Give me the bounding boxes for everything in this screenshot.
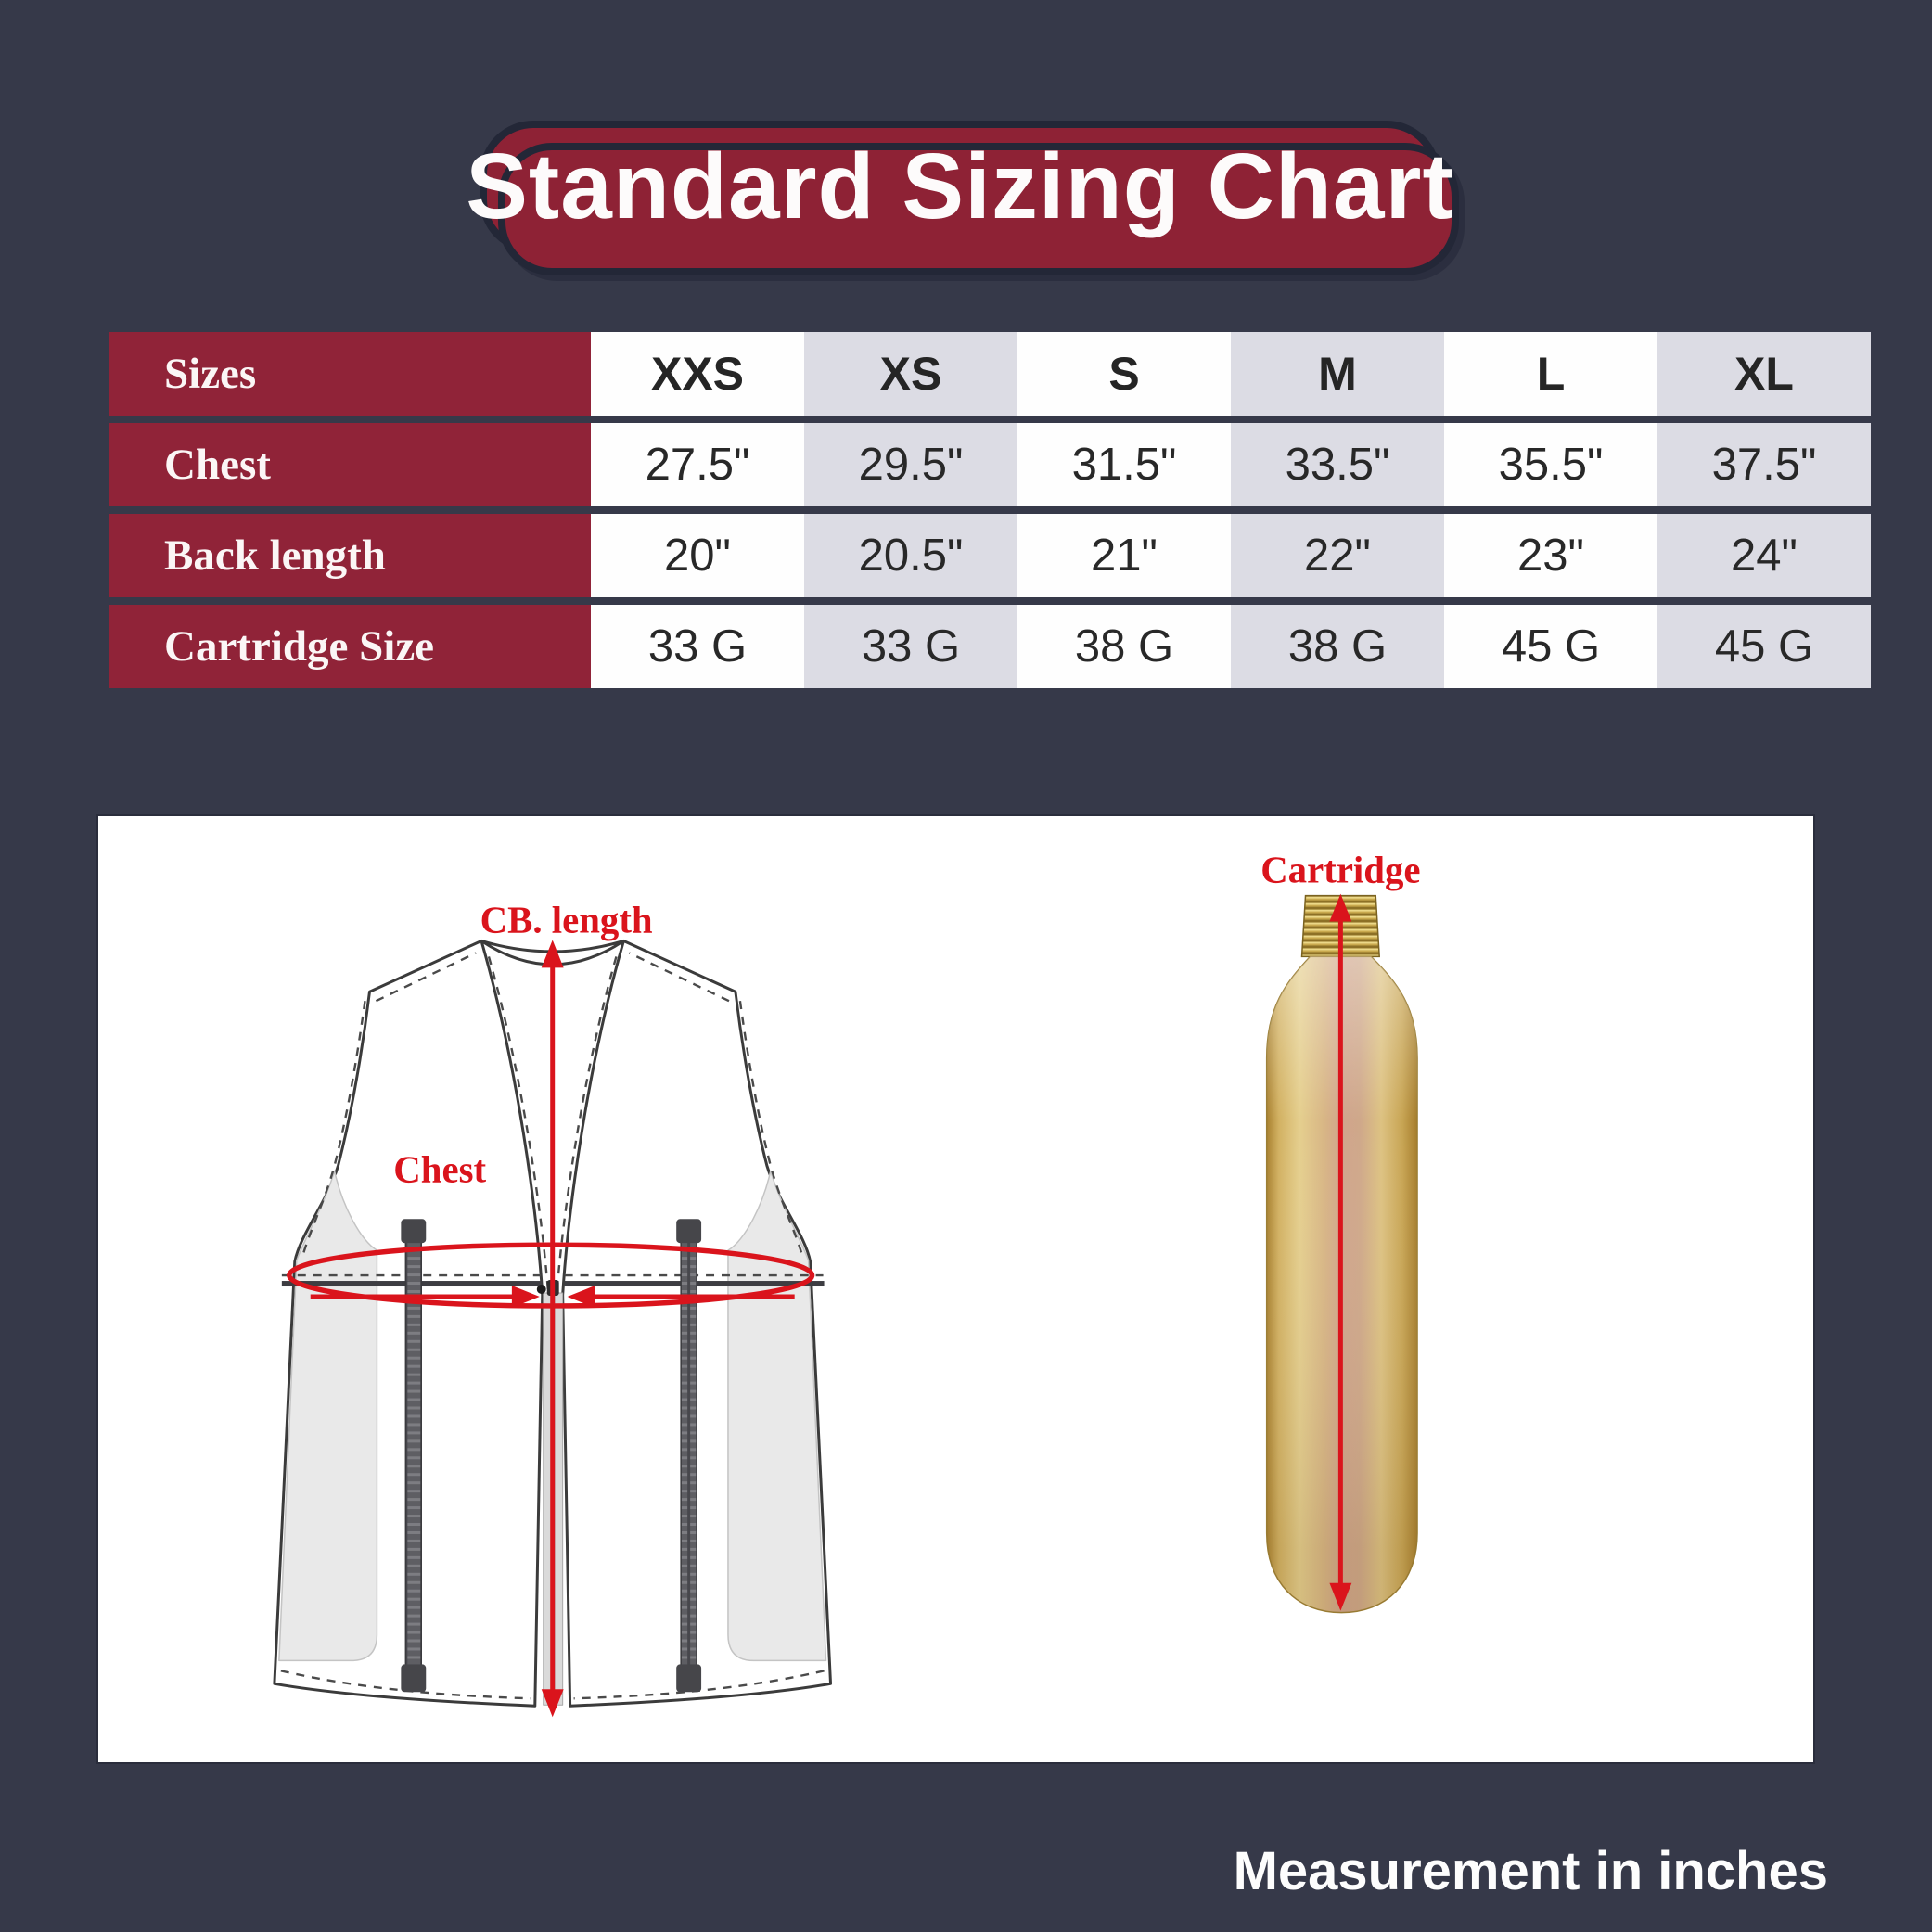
table-header-row: Sizes XXS XS S M L XL [109,332,1871,416]
arrowhead-left-icon [567,1286,595,1308]
cell: 23" [1444,514,1657,597]
page-title: Standard Sizing Chart [466,134,1454,238]
cell: 38 G [1231,605,1444,688]
cartridge-illustration: Cartridge [1260,850,1421,1614]
chest-label: Chest [393,1148,486,1190]
header-xs: XS [804,332,1017,416]
cell: 21" [1017,514,1231,597]
arrowhead-down-icon [1329,1582,1352,1611]
arrowhead-right-icon [511,1286,540,1308]
cell: 22" [1231,514,1444,597]
title-banner: Standard Sizing Chart [466,121,1453,253]
cb-length-label: CB. length [480,900,653,941]
vest-measurements: CB. length Chest [287,900,815,1718]
header-sizes: Sizes [109,332,591,416]
arrowhead-down-icon [541,1689,564,1718]
cell: 24" [1657,514,1871,597]
row-label: Back length [109,514,591,597]
header-xxs: XXS [591,332,804,416]
cell: 31.5" [1017,423,1231,506]
cell: 29.5" [804,423,1017,506]
cell: 33 G [591,605,804,688]
header-l: L [1444,332,1657,416]
cell: 20" [591,514,804,597]
cell: 37.5" [1657,423,1871,506]
vest-illustration [273,939,833,1708]
header-s: S [1017,332,1231,416]
cell: 27.5" [591,423,804,506]
cell: 20.5" [804,514,1017,597]
illustration-panel: CB. length Chest Cartridge [96,814,1815,1764]
measurement-diagram: CB. length Chest Cartridge [273,850,1421,1718]
cell: 45 G [1657,605,1871,688]
arrowhead-up-icon [1329,893,1352,922]
vest-right-side-panel [727,1170,827,1662]
table-row-chest: Chest 27.5" 29.5" 31.5" 33.5" 35.5" 37.5… [109,423,1871,506]
sizing-table: Sizes XXS XS S M L XL Chest 27.5" 29.5" … [109,325,1871,696]
header-xl: XL [1657,332,1871,416]
cartridge-label: Cartridge [1260,850,1420,891]
cell: 33 G [804,605,1017,688]
cell: 33.5" [1231,423,1444,506]
header-m: M [1231,332,1444,416]
row-label: Chest [109,423,591,506]
table-row-cartridge-size: Cartridge Size 33 G 33 G 38 G 38 G 45 G … [109,605,1871,688]
measurement-unit-note: Measurement in inches [1233,1841,1828,1901]
arrowhead-up-icon [541,940,564,968]
cell: 45 G [1444,605,1657,688]
vest-left-side-panel [278,1170,378,1662]
cell: 38 G [1017,605,1231,688]
vest-side-zippers [401,1219,702,1693]
table-row-back-length: Back length 20" 20.5" 21" 22" 23" 24" [109,514,1871,597]
cell: 35.5" [1444,423,1657,506]
row-label: Cartridge Size [109,605,591,688]
